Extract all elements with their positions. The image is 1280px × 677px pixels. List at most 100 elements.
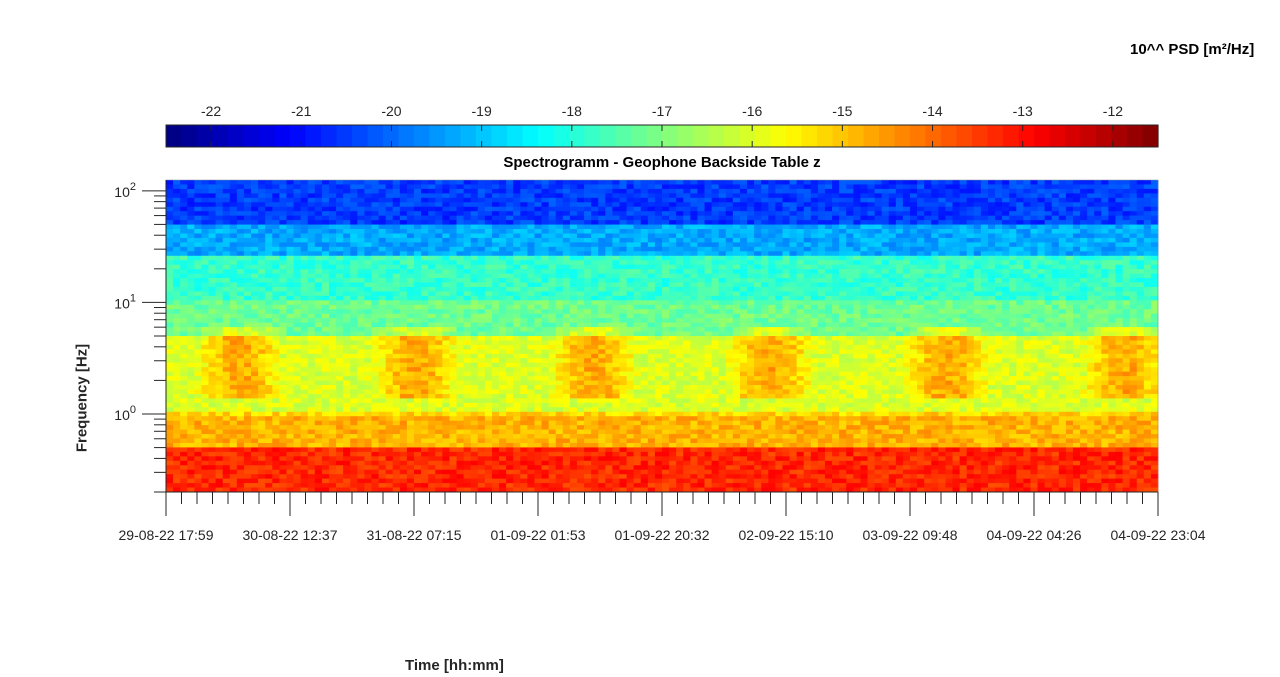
heatmap-cell [1136,215,1145,221]
heatmap-cell [881,202,890,208]
heatmap-cell [718,202,727,208]
heatmap-cell [166,264,174,270]
heatmap-cell [506,304,514,310]
heatmap-cell [824,322,833,328]
heatmap-cell [612,264,620,270]
heatmap-cell [1058,304,1067,310]
heatmap-cell [647,215,656,221]
heatmap-cell [1065,251,1074,257]
heatmap-cell [853,313,861,319]
heatmap-cell [633,251,642,257]
heatmap-cell [541,269,550,274]
heatmap-cell [725,282,734,288]
heatmap-cell [357,313,365,319]
heatmap-cell [952,282,960,288]
heatmap-cell [1072,327,1081,332]
heatmap-cell [874,197,883,203]
heatmap-cell [839,233,847,239]
heatmap-cell [173,327,181,332]
heatmap-cell [924,295,932,301]
heatmap-cell [775,224,783,230]
heatmap-cell [902,318,911,324]
heatmap-cell [853,184,861,190]
heatmap-cell [307,237,316,243]
heatmap-cell [307,322,316,328]
heatmap-cell [1044,295,1053,301]
heatmap-cell [711,197,720,203]
heatmap-cell [938,309,946,315]
heatmap-cell [931,273,939,279]
heatmap-cell [328,233,337,239]
heatmap-cell [470,286,479,292]
heatmap-cell [584,206,592,212]
heatmap-cell [584,309,592,315]
heatmap-cell [640,300,649,306]
heatmap-cell [952,300,960,306]
heatmap-cell [548,300,557,306]
heatmap-cell [1051,255,1060,261]
heatmap-cell [229,286,238,292]
heatmap-cell [208,197,216,203]
heatmap-cell [718,318,727,324]
heatmap-cell [796,180,805,185]
heatmap-cell [569,282,578,288]
heatmap-cell [208,237,216,243]
heatmap-cell [321,278,330,283]
heatmap-cell [995,318,1003,324]
heatmap-cell [817,331,826,337]
heatmap-cell [867,318,875,324]
heatmap-cell [973,327,982,332]
heatmap-cell [350,193,358,199]
heatmap-cell [499,197,507,203]
heatmap-cell [449,224,457,230]
heatmap-cell [279,269,287,274]
heatmap-cell [300,188,309,194]
heatmap-cell [973,291,982,297]
heatmap-cell [222,251,231,257]
heatmap-cell [612,282,620,288]
heatmap-cell [917,237,925,243]
heatmap-cell [626,331,635,337]
heatmap-cell [222,188,231,194]
heatmap-cell [931,295,939,301]
heatmap-cell [1030,220,1038,225]
heatmap-cell [612,304,620,310]
heatmap-cell [1030,291,1038,297]
heatmap-cell [761,237,769,243]
heatmap-cell [924,300,932,306]
heatmap-cell [669,286,677,292]
heatmap-cell [208,180,216,185]
heatmap-cell [775,295,783,301]
heatmap-cell [860,278,868,283]
heatmap-cell [917,215,925,221]
heatmap-cell [980,251,989,257]
heatmap-cell [414,220,422,225]
heatmap-cell [711,269,720,274]
heatmap-cell [541,251,550,257]
heatmap-cell [761,233,769,239]
heatmap-cell [173,291,181,297]
heatmap-cell [279,242,287,248]
heatmap-cell [697,264,705,270]
heatmap-cell [662,304,670,310]
heatmap-cell [1087,327,1095,332]
heatmap-cell [1129,309,1138,315]
heatmap-cell [704,331,712,337]
heatmap-cell [739,295,748,301]
heatmap-cell [513,206,521,212]
heatmap-cell [1002,211,1010,217]
heatmap-cell [704,327,712,332]
heatmap-cell [959,202,968,208]
heatmap-cell [938,318,946,324]
heatmap-cell [612,322,620,328]
heatmap-cell [222,327,231,332]
heatmap-cell [1143,224,1152,230]
heatmap-cell [449,322,457,328]
heatmap-cell [201,197,209,203]
heatmap-cell [768,331,776,337]
heatmap-cell [768,322,776,328]
heatmap-cell [832,251,840,257]
heatmap-cell [796,233,805,239]
heatmap-cell [952,255,960,261]
heatmap-cell [987,286,996,292]
